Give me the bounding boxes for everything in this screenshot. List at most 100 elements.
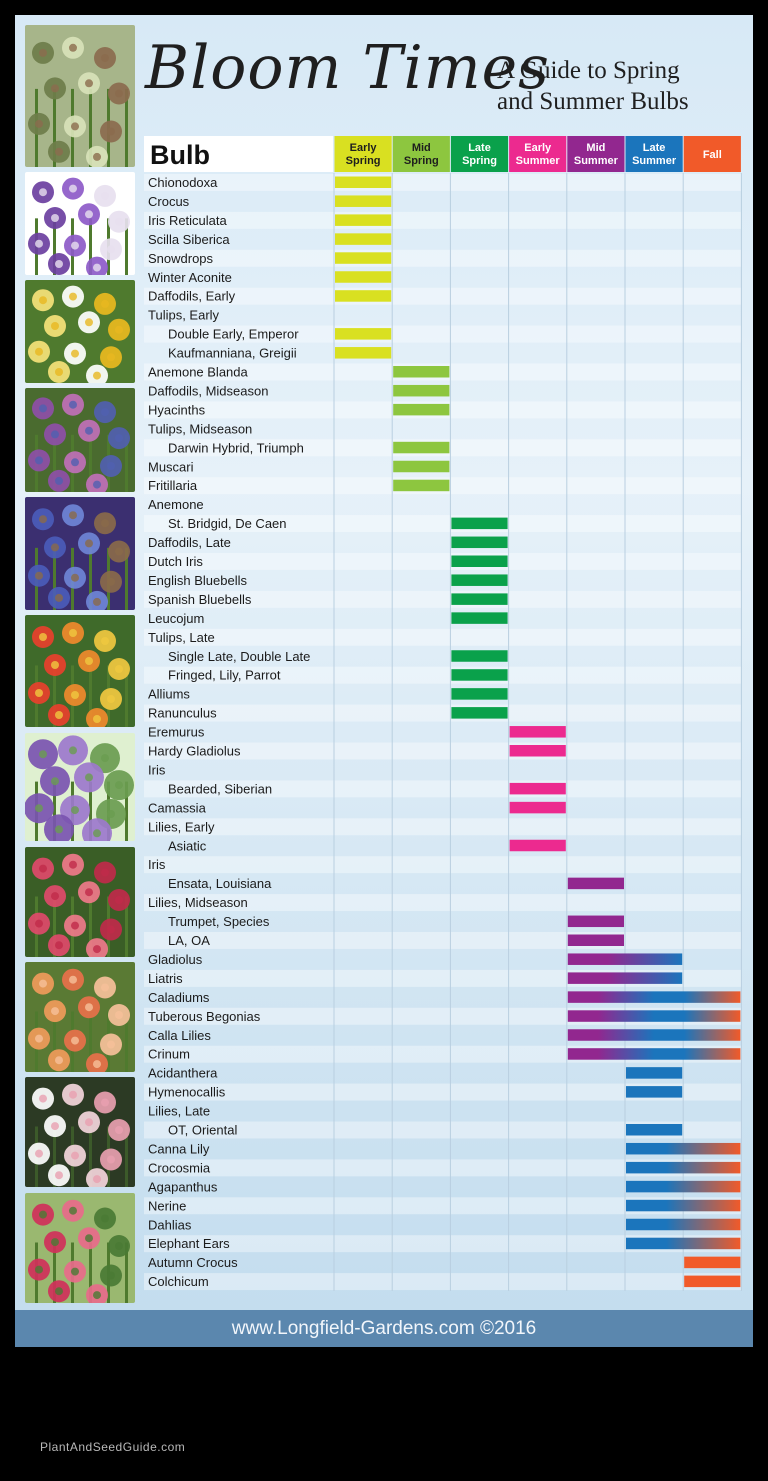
- subtitle-line-2: and Summer Bulbs: [497, 88, 689, 115]
- period-label-4-line2: Summer: [574, 155, 619, 167]
- bloom-bar: [335, 252, 392, 264]
- row-stripe: [144, 932, 742, 949]
- period-header-6: [683, 136, 741, 172]
- bloom-bar: [451, 555, 508, 567]
- bulb-name: St. Bridgid, De Caen: [168, 516, 287, 531]
- bulb-name: OT, Oriental: [168, 1123, 237, 1138]
- bloom-bar: [451, 593, 508, 605]
- bloom-bar: [567, 1010, 741, 1022]
- bloom-bar: [393, 460, 450, 473]
- row-stripe: [144, 1197, 742, 1215]
- bulb-name: Iris Reticulata: [148, 213, 228, 228]
- bloom-bar: [451, 650, 508, 662]
- period-header-4: [567, 136, 625, 172]
- bulb-name: Liatris: [148, 971, 183, 986]
- bulb-name: Tulips, Early: [148, 308, 220, 323]
- bulb-name: Fritillaria: [148, 478, 198, 493]
- period-label-4-line1: Mid: [586, 142, 605, 154]
- period-label-1-line1: Mid: [412, 142, 431, 154]
- bulb-name: Lilies, Late: [148, 1104, 210, 1119]
- row-stripe: [144, 174, 742, 191]
- bulb-name: Daffodils, Midseason: [148, 383, 268, 398]
- bloom-bar: [626, 1199, 741, 1212]
- footer-website[interactable]: www.Longfield-Gardens.com ©2016: [231, 1318, 537, 1339]
- bulb-name: Double Early, Emperor: [168, 327, 299, 342]
- bulb-name: Daffodils, Early: [148, 289, 236, 304]
- bulb-name: Darwin Hybrid, Triumph: [168, 440, 304, 455]
- bulb-name: Alliums: [148, 687, 190, 702]
- bulb-name: Elephant Ears: [148, 1236, 230, 1251]
- bloom-bar: [509, 839, 566, 852]
- bulb-name: Lilies, Early: [148, 819, 215, 834]
- bloom-bar: [509, 745, 566, 757]
- bloom-bar: [684, 1275, 741, 1288]
- row-stripe: [144, 780, 742, 798]
- row-stripe: [144, 211, 742, 229]
- bulb-name: Colchicum: [148, 1274, 209, 1289]
- bulb-name: Muscari: [148, 459, 194, 474]
- bloom-bar: [393, 441, 450, 454]
- bloom-bar: [509, 782, 566, 795]
- bloom-bar: [451, 574, 508, 586]
- bloom-bar: [567, 934, 624, 946]
- photo-lilies: [25, 962, 135, 1072]
- bloom-bar: [335, 347, 392, 359]
- bloom-bar: [509, 726, 566, 738]
- period-label-1-line2: Spring: [404, 155, 439, 167]
- period-label-3-line1: Early: [524, 142, 552, 154]
- bloom-bar: [335, 328, 392, 340]
- bulb-name: Hymenocallis: [148, 1085, 226, 1100]
- bloom-bar: [335, 214, 392, 226]
- bloom-bar: [567, 953, 683, 965]
- bloom-bar: [626, 1124, 683, 1136]
- row-stripe: [144, 1159, 742, 1177]
- bloom-bar: [626, 1237, 741, 1250]
- bulb-name: Ranunculus: [148, 706, 217, 721]
- watermark: PlantAndSeedGuide.com: [40, 1440, 186, 1454]
- bulb-column-header: Bulb: [150, 140, 210, 170]
- row-stripe: [144, 1083, 742, 1101]
- bulb-name: Spanish Bluebells: [148, 592, 252, 607]
- bulb-name: Gladiolus: [148, 952, 203, 967]
- period-header-3: [509, 136, 567, 172]
- bloom-bar: [567, 972, 683, 984]
- bloom-bar: [567, 1048, 741, 1060]
- row-stripe: [144, 1273, 742, 1291]
- bulb-name: Trumpet, Species: [168, 914, 270, 929]
- bloom-bar: [451, 536, 508, 549]
- photo-caladiums: [25, 1193, 135, 1303]
- period-label-0-line1: Early: [350, 142, 378, 154]
- period-label-5-line1: Late: [643, 142, 666, 154]
- footer-bar: www.Longfield-Gardens.com ©2016: [15, 1310, 753, 1347]
- bulb-name: English Bluebells: [148, 573, 248, 588]
- photo-alliums: [25, 733, 135, 841]
- bulb-name: Dahlias: [148, 1217, 192, 1232]
- period-label-0-line2: Spring: [346, 155, 381, 167]
- bulb-name: Dutch Iris: [148, 554, 203, 569]
- bulb-name: Acidanthera: [148, 1066, 218, 1081]
- bloom-bar: [626, 1067, 683, 1079]
- bulb-name: Camassia: [148, 800, 207, 815]
- row-stripe: [144, 325, 742, 343]
- bulb-name: Snowdrops: [148, 251, 214, 266]
- bloom-bar: [335, 233, 392, 245]
- photo-crocus: [25, 172, 135, 275]
- bulb-name: Fringed, Lily, Parrot: [168, 668, 281, 683]
- bulb-name: Winter Aconite: [148, 270, 232, 285]
- page-subtitle: A Guide to Spring and Summer Bulbs: [497, 55, 747, 117]
- bloom-times-poster: Bloom Times A Guide to Spring and Summer…: [15, 15, 753, 1347]
- row-stripe: [144, 666, 742, 684]
- bloom-bar: [335, 176, 392, 188]
- row-stripe: [144, 894, 742, 912]
- photo-begonias: [25, 1077, 135, 1187]
- bulb-name: Agapanthus: [148, 1179, 218, 1194]
- bloom-bar: [626, 1218, 741, 1231]
- bulb-name: Iris: [148, 857, 166, 872]
- photo-tulips-late: [25, 615, 135, 727]
- row-stripe: [144, 287, 742, 305]
- page-title: Bloom Times: [145, 33, 550, 103]
- bloom-bar: [335, 271, 392, 283]
- period-label-6: Fall: [703, 149, 722, 161]
- bulb-header-box: [144, 136, 333, 172]
- bulb-name: Canna Lily: [148, 1141, 210, 1156]
